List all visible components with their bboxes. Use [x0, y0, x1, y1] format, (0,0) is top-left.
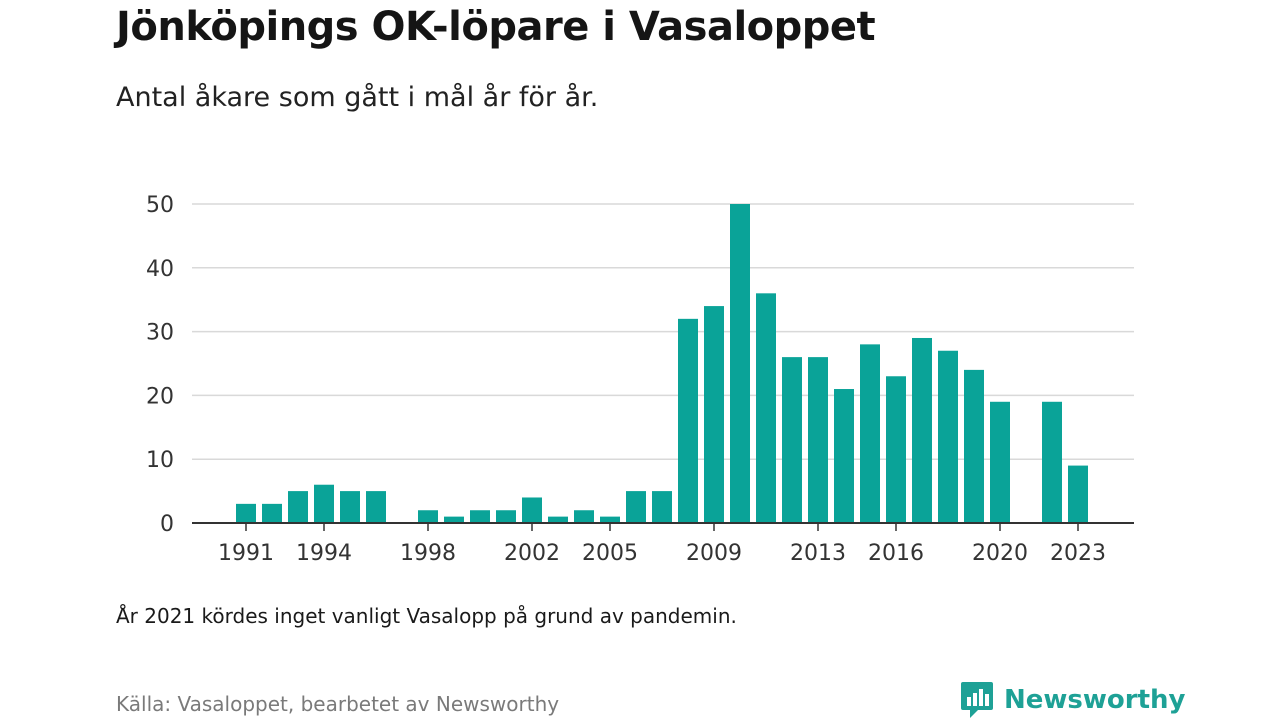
bar-2016 — [886, 376, 906, 523]
bar-2008 — [678, 318, 698, 523]
bar-2014 — [834, 389, 854, 523]
newsworthy-logo-icon — [961, 682, 993, 718]
bar-1992 — [262, 503, 282, 523]
source-credit: Källa: Vasaloppet, bearbetet av Newswort… — [116, 692, 560, 716]
bar-2019 — [964, 369, 984, 523]
bar-1994 — [314, 484, 334, 523]
x-tick-label: 2009 — [686, 541, 742, 566]
bar-2009 — [704, 306, 724, 523]
x-tick-label: 1991 — [218, 541, 274, 566]
bar-2023 — [1068, 465, 1088, 523]
y-tick-label: 30 — [146, 321, 174, 346]
bar-2005 — [600, 516, 620, 523]
x-tick-label: 2005 — [582, 541, 638, 566]
y-tick-label: 20 — [146, 384, 174, 409]
y-tick-label: 40 — [146, 257, 174, 282]
x-tick-label: 2002 — [504, 541, 560, 566]
brand-logo: Newsworthy — [960, 680, 1185, 720]
bar-chart: 0 10 20 30 40 50 1991 1994 1998 2002 2005 2009 2013 2… — [146, 193, 1134, 566]
bar-2002 — [522, 497, 542, 523]
x-tick-label: 2020 — [972, 541, 1028, 566]
bar-1996 — [366, 491, 386, 523]
bar-2003 — [548, 516, 568, 523]
bar-2007 — [652, 491, 672, 523]
bar-2018 — [938, 350, 958, 523]
bar-2012 — [782, 357, 802, 523]
bar-2004 — [574, 510, 594, 523]
axes: 0 10 20 30 40 50 1991 1994 1998 2002 2005 2009 2013 2… — [146, 193, 1134, 566]
bars — [236, 204, 1088, 523]
bar-1999 — [444, 516, 464, 523]
x-tick-label: 2016 — [868, 541, 924, 566]
brand-name: Newsworthy — [1004, 685, 1186, 715]
x-tick-label: 1998 — [400, 541, 456, 566]
bar-2010 — [730, 204, 750, 523]
chart-subtitle: Antal åkare som gått i mål år för år. — [116, 82, 599, 113]
x-tick-label: 1994 — [296, 541, 352, 566]
y-tick-label: 50 — [146, 193, 174, 218]
bar-2006 — [626, 491, 646, 523]
x-tick-label: 2023 — [1050, 541, 1106, 566]
bar-1998 — [418, 510, 438, 523]
bar-2022 — [1042, 401, 1062, 523]
bar-2013 — [808, 357, 828, 523]
bar-2000 — [470, 510, 490, 523]
y-tick-label: 0 — [160, 512, 174, 537]
bar-2015 — [860, 344, 880, 523]
chart-title: Jönköpings OK-löpare i Vasaloppet — [116, 4, 876, 50]
bar-2017 — [912, 337, 932, 523]
bar-1995 — [340, 491, 360, 523]
footnote: År 2021 kördes inget vanligt Vasalopp på… — [116, 604, 737, 628]
bar-1991 — [236, 503, 256, 523]
x-tick-label: 2013 — [790, 541, 846, 566]
bar-1993 — [288, 491, 308, 523]
bar-2001 — [496, 510, 516, 523]
y-tick-label: 10 — [146, 448, 174, 473]
bar-2020 — [990, 401, 1010, 523]
bar-2011 — [756, 293, 776, 523]
